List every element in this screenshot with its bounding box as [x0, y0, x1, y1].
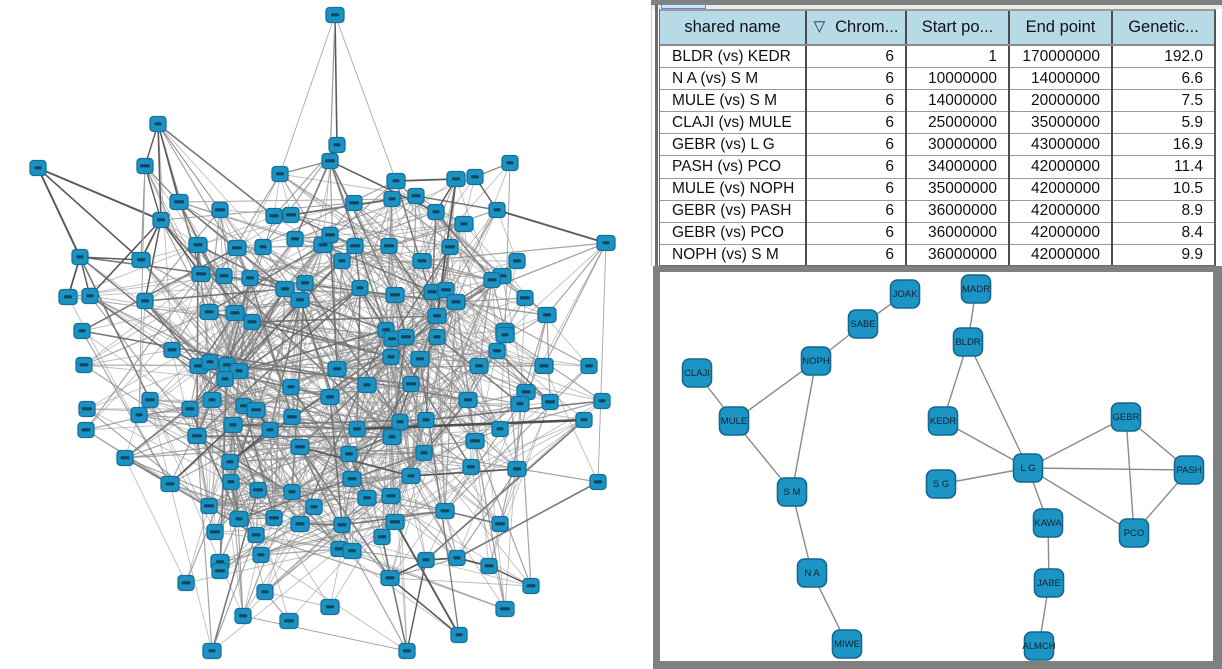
- svg-text:BLDR: BLDR: [955, 337, 980, 348]
- svg-text:L G: L G: [1020, 463, 1035, 474]
- svg-text:S G: S G: [932, 479, 948, 490]
- svg-text:JOAK: JOAK: [892, 289, 917, 300]
- svg-text:KEDR: KEDR: [929, 416, 956, 427]
- svg-text:MULE: MULE: [720, 416, 746, 427]
- svg-text:ALMCH: ALMCH: [1022, 641, 1055, 652]
- svg-text:MADR: MADR: [962, 284, 990, 295]
- svg-text:PCO: PCO: [1123, 528, 1144, 539]
- svg-text:SABE: SABE: [850, 319, 875, 330]
- svg-text:MIWE: MIWE: [834, 639, 860, 650]
- svg-text:N A: N A: [804, 568, 820, 579]
- svg-text:KAWA: KAWA: [1034, 518, 1062, 529]
- svg-text:GEBR: GEBR: [1112, 412, 1139, 423]
- svg-text:S M: S M: [783, 487, 800, 498]
- svg-text:NOPH: NOPH: [802, 356, 830, 367]
- svg-text:CLAJI: CLAJI: [684, 368, 710, 379]
- svg-text:JABE: JABE: [1037, 578, 1061, 589]
- svg-text:PASH: PASH: [1176, 465, 1201, 476]
